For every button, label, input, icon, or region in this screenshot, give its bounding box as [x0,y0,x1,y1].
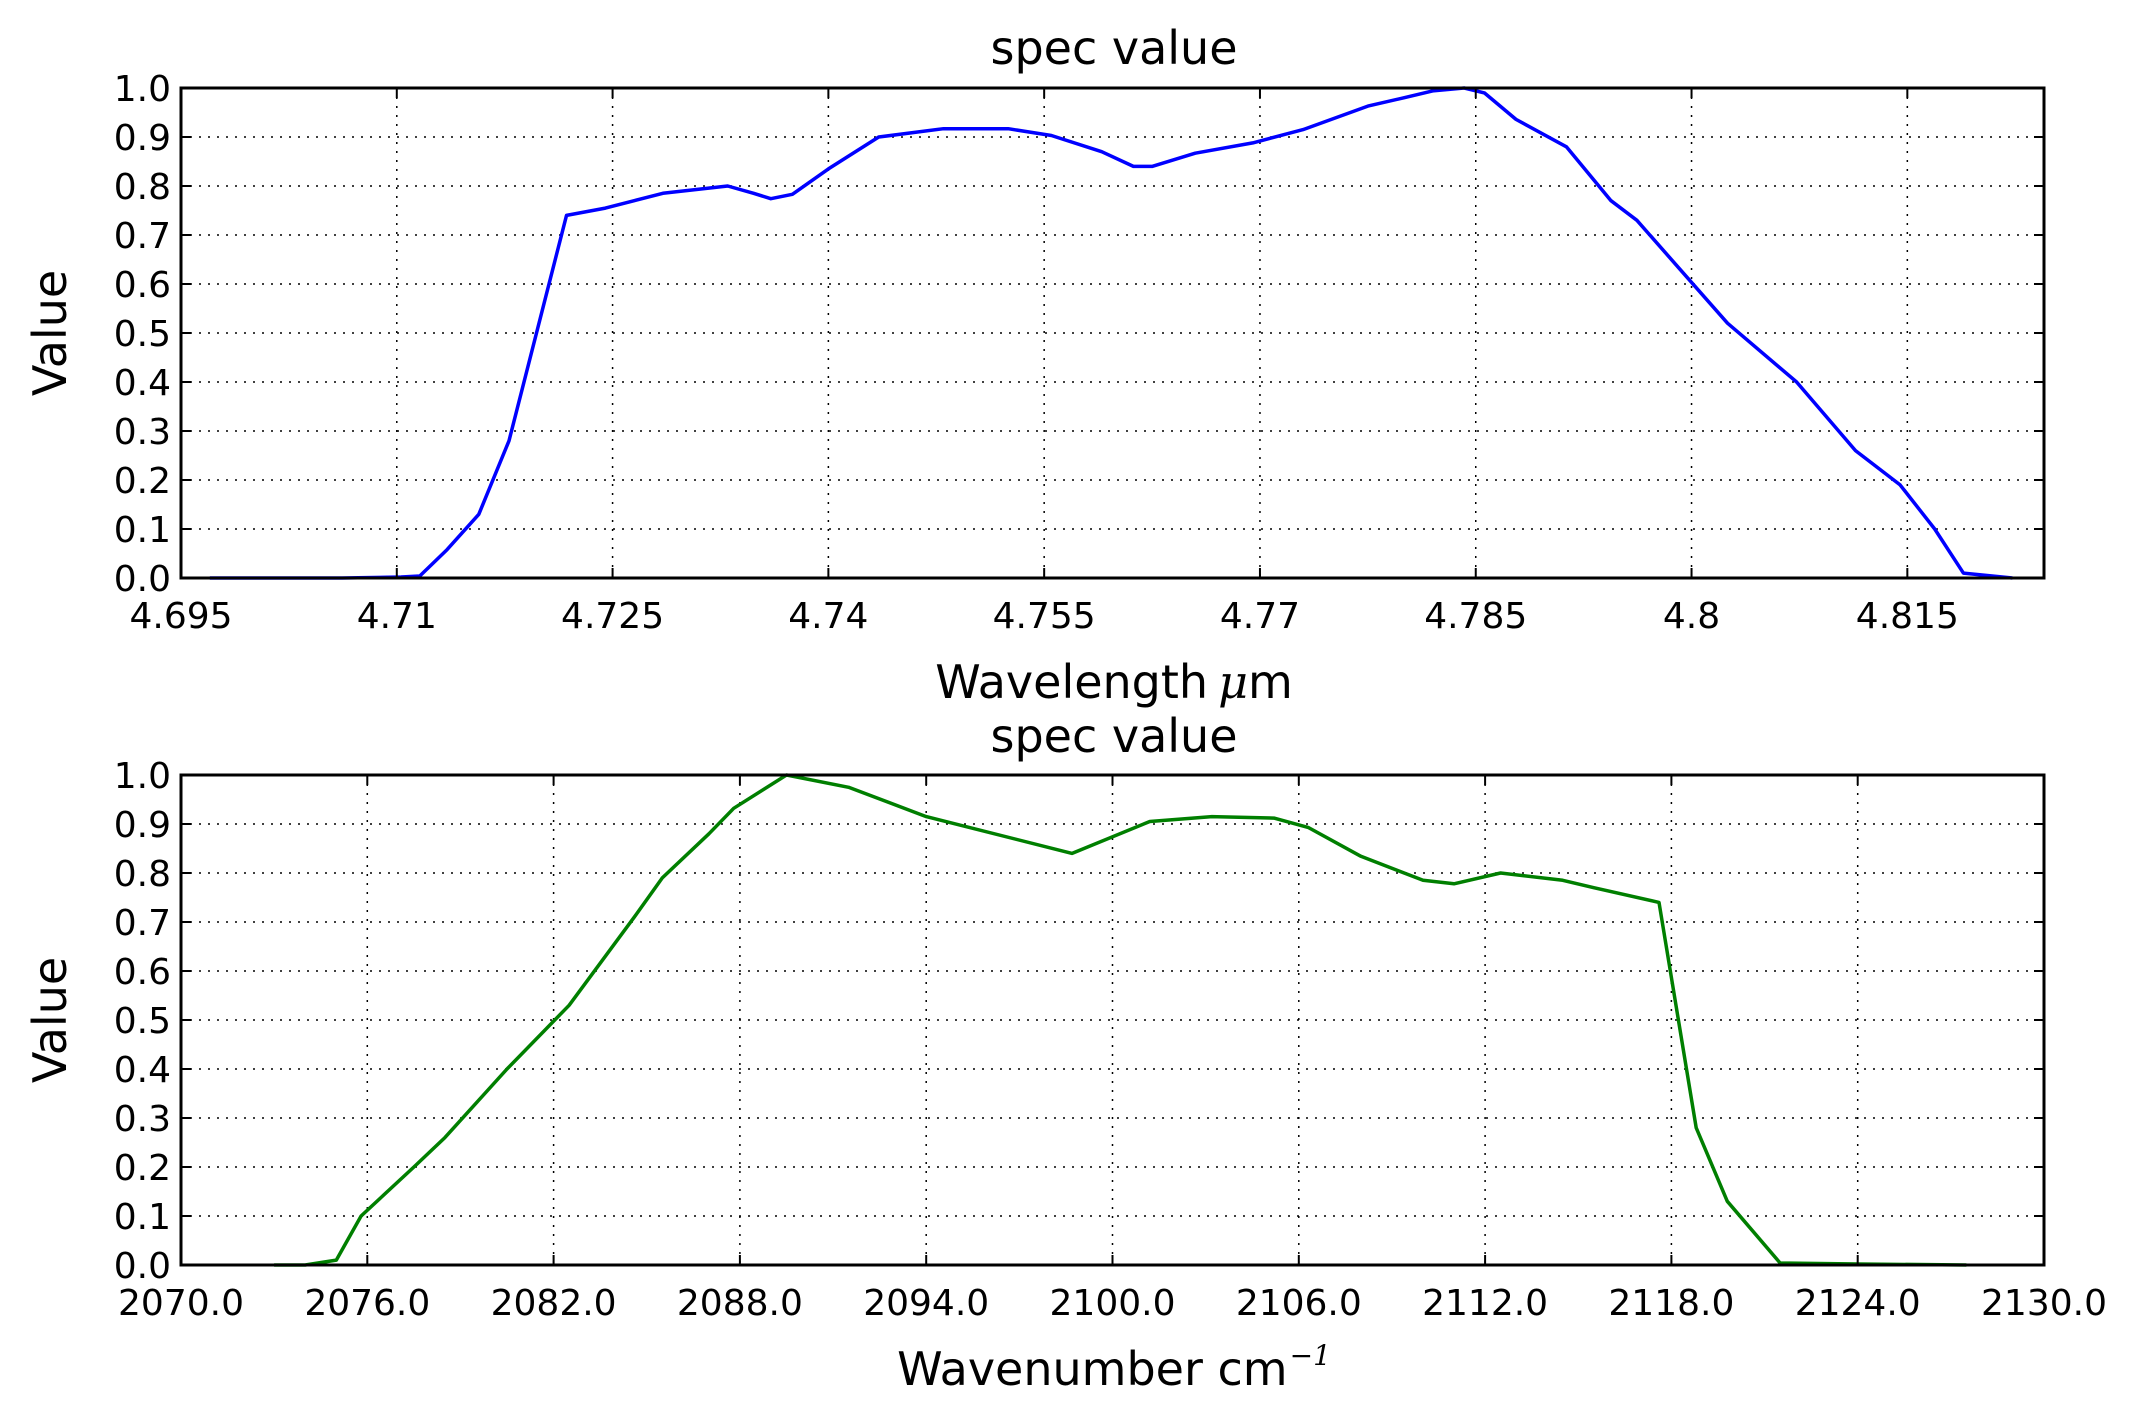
x-tick-label: 4.815 [1856,596,1959,637]
x-tick-label: 4.71 [357,596,437,637]
y-tick-label: 0.1 [114,1197,171,1238]
y-tick-label: 0.2 [114,461,171,502]
subplot-wavenumber: spec value 0.0 0.1 0.2 0.3 0.4 0.5 0.6 0.7 0.8 0.… [23,709,2107,1396]
y-tick-label: 0.6 [114,265,171,306]
y-tick-label: 0.3 [114,1099,171,1140]
x-tick-label: 4.77 [1220,596,1300,637]
x-tick-label: 2070.0 [118,1283,244,1324]
x-tick-label: 4.695 [129,596,232,637]
series-line [274,773,1967,1267]
y-tick-label: 0.4 [114,1050,171,1091]
x-axis-label: Wavelength μm [935,655,1293,709]
y-tick-label: 0.8 [114,854,171,895]
x-tick-label: 4.74 [788,596,868,637]
y-tick-label: 0.0 [114,1246,171,1287]
x-tick-label: 2130.0 [1981,1283,2107,1324]
x-tick-label: 4.725 [561,596,664,637]
y-tick-label: 0.5 [114,314,171,355]
y-tick-label: 0.4 [114,363,171,404]
y-tick-label: 0.5 [114,1001,171,1042]
chart-title: spec value [990,709,1237,763]
y-tick-label: 0.1 [114,510,171,551]
y-axis-label: Value [23,270,77,396]
x-tick-label: 2118.0 [1608,1283,1734,1324]
y-tick-label: 0.8 [114,167,171,208]
y-tick-label: 0.7 [114,216,171,257]
y-tick-label: 0.2 [114,1148,171,1189]
x-tick-label: 2100.0 [1050,1283,1176,1324]
series-line [209,86,2013,580]
x-axis-label: Wavenumber cm−1 [897,1339,1331,1396]
chart-title: spec value [990,21,1237,75]
x-tick-label: 2112.0 [1422,1283,1548,1324]
y-tick-label: 0.9 [114,805,171,846]
x-tick-label: 4.8 [1663,596,1720,637]
subplot-wavelength: spec value 0.0 0.1 0.2 0.3 0.4 0.5 0.6 0.7 0.8 0.… [23,21,2046,709]
x-tick-label: 2106.0 [1236,1283,1362,1324]
x-tick-label: 4.785 [1424,596,1527,637]
y-tick-label: 0.9 [114,118,171,159]
x-tick-label: 4.755 [993,596,1096,637]
y-tick-label: 0.7 [114,903,171,944]
y-tick-label: 0.0 [114,559,171,600]
x-tick-label: 2088.0 [677,1283,803,1324]
y-tick-label: 0.6 [114,952,171,993]
y-tick-label: 1.0 [114,756,171,797]
y-tick-label: 0.3 [114,412,171,453]
y-axis-label: Value [23,957,77,1083]
x-tick-label: 2082.0 [491,1283,617,1324]
x-tick-label: 2076.0 [304,1283,430,1324]
x-tick-label: 2094.0 [863,1283,989,1324]
x-tick-label: 2124.0 [1795,1283,1921,1324]
y-tick-label: 1.0 [114,69,171,110]
